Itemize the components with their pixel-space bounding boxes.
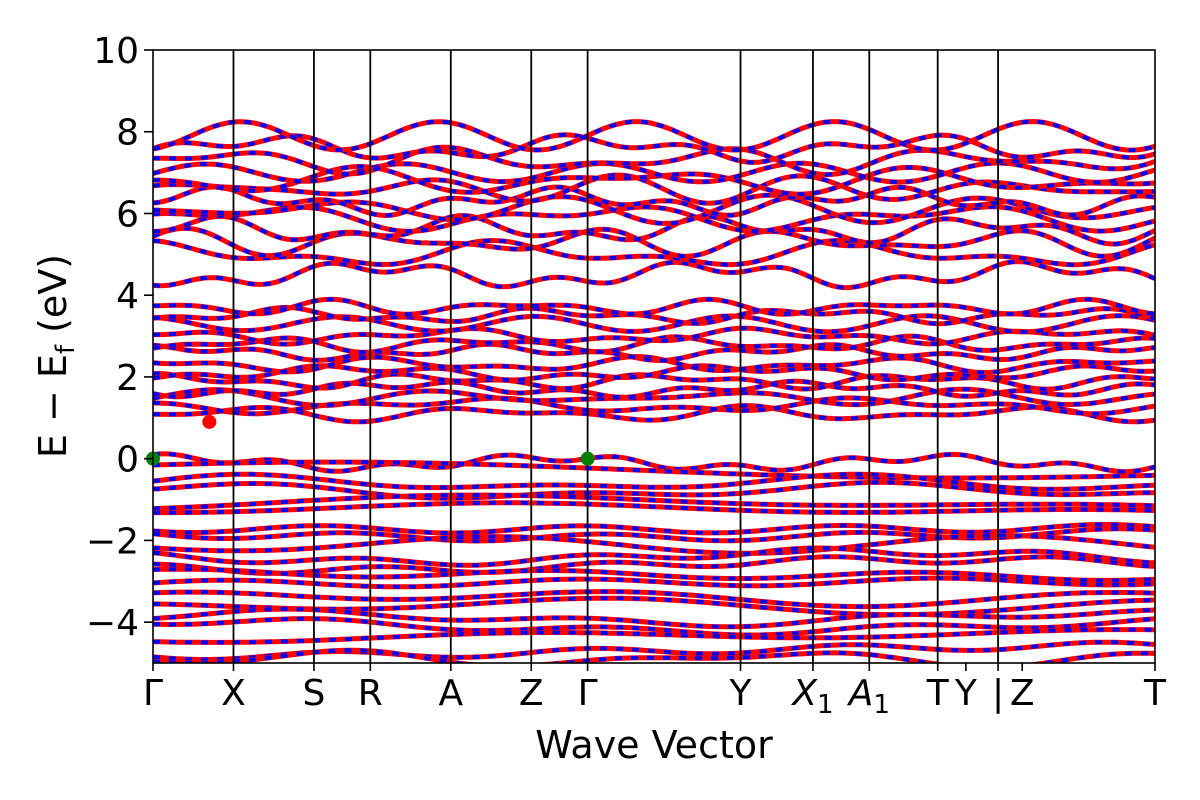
cbm-marker [202, 414, 217, 429]
x-tick-label: | [992, 673, 1004, 714]
valence-band-spin-down [153, 500, 1155, 515]
x-tick-label: Y [954, 673, 978, 714]
upper-conduction-band-spin-down [153, 119, 1155, 153]
valence-band-spin-down [153, 472, 1155, 492]
valence-band-spin-down [153, 640, 1155, 662]
valence-band-spin-down [153, 627, 1155, 645]
valence-band-spin-down [153, 480, 1155, 501]
upper-conduction-band-spin-down [153, 238, 1155, 267]
x-tick-label: S [303, 673, 326, 714]
upper-conduction-band-spin-up [153, 172, 1155, 206]
upper-conduction-band-spin-up [153, 204, 1155, 234]
x-tick-label: X [221, 673, 246, 714]
x-tick-label: Z [1010, 673, 1035, 714]
valence-band-spin-down [153, 493, 1155, 511]
y-tick-label: 2 [116, 358, 139, 399]
conduction-band-spin-up [153, 386, 1155, 408]
y-tick-label: −2 [86, 521, 139, 562]
valence-band-spin-down [153, 533, 1155, 556]
conduction-band-spin-up [153, 325, 1155, 347]
valence-band-spin-down [153, 460, 1155, 480]
x-tick-label: Z [519, 673, 544, 714]
conduction-band-spin-up [153, 403, 1155, 425]
valence-band-spin-down [153, 567, 1155, 583]
y-tick-label: 0 [116, 440, 139, 481]
y-axis-label: E − Ef (eV) [31, 254, 81, 458]
x-tick-label: Γ [143, 673, 163, 714]
upper-conduction-band-spin-down [153, 132, 1155, 165]
conduction-band-spin-up [153, 313, 1155, 335]
kpath-separator-lines [232, 50, 999, 663]
upper-conduction-band-spin-up [153, 144, 1155, 178]
upper-conduction-band-spin-down [153, 213, 1155, 247]
valence-band-spin-down [153, 576, 1155, 589]
upper-conduction-band-spin-up [153, 160, 1155, 185]
valence-band-spin-down [153, 554, 1155, 576]
upper-conduction-band-spin-down [153, 259, 1155, 290]
valence-band-spin-down [153, 607, 1155, 629]
valence-band-spin-down [153, 589, 1155, 609]
upper-conduction-band-spin-down [153, 160, 1155, 185]
y-tick-label: 6 [116, 194, 139, 235]
x-tick-label: X1 [790, 673, 833, 720]
y-tick-label: 4 [116, 276, 139, 317]
y-tick-label: 8 [116, 113, 139, 154]
y-tick-label: 10 [93, 31, 139, 72]
upper-conduction-band-spin-down [153, 164, 1155, 197]
x-tick-label: T [1143, 673, 1167, 714]
y-tick-label: −4 [86, 603, 139, 644]
x-tick-label: A [438, 673, 463, 714]
plot-frame [152, 49, 1156, 664]
x-tick-label: A1 [847, 673, 890, 720]
valence-band-spin-down [153, 522, 1155, 535]
upper-conduction-band-spin-down [153, 226, 1155, 259]
x-tick-label: Y [729, 673, 753, 714]
band-edge-markers [146, 414, 595, 466]
valence-band-spin-down [153, 596, 1155, 617]
vbm-marker [580, 451, 595, 466]
conduction-band-spin-up [153, 304, 1155, 327]
x-axis-label: Wave Vector [535, 723, 773, 767]
valence-band-spin-down [153, 616, 1155, 637]
conduction-band-spin-up [153, 296, 1155, 317]
valence-band-spin-down [153, 546, 1155, 568]
upper-conduction-band-spin-up [153, 192, 1155, 226]
valence-band-spin-up [153, 451, 1155, 475]
upper-conduction-band-spin-down [153, 184, 1155, 218]
x-axis-ticks: Γ X S R A Z Γ Y X1 A1 T Y | Z T [143, 663, 1167, 720]
x-tick-label: R [358, 673, 383, 714]
y-axis-ticks: −4 −2 0 2 4 6 8 10 [86, 31, 153, 644]
x-tick-label: T [926, 673, 950, 714]
bands-layer [153, 118, 1155, 663]
conduction-band-spin-up [153, 341, 1155, 364]
x-tick-label: Γ [578, 673, 598, 714]
valence-band-spin-up [153, 647, 1155, 663]
